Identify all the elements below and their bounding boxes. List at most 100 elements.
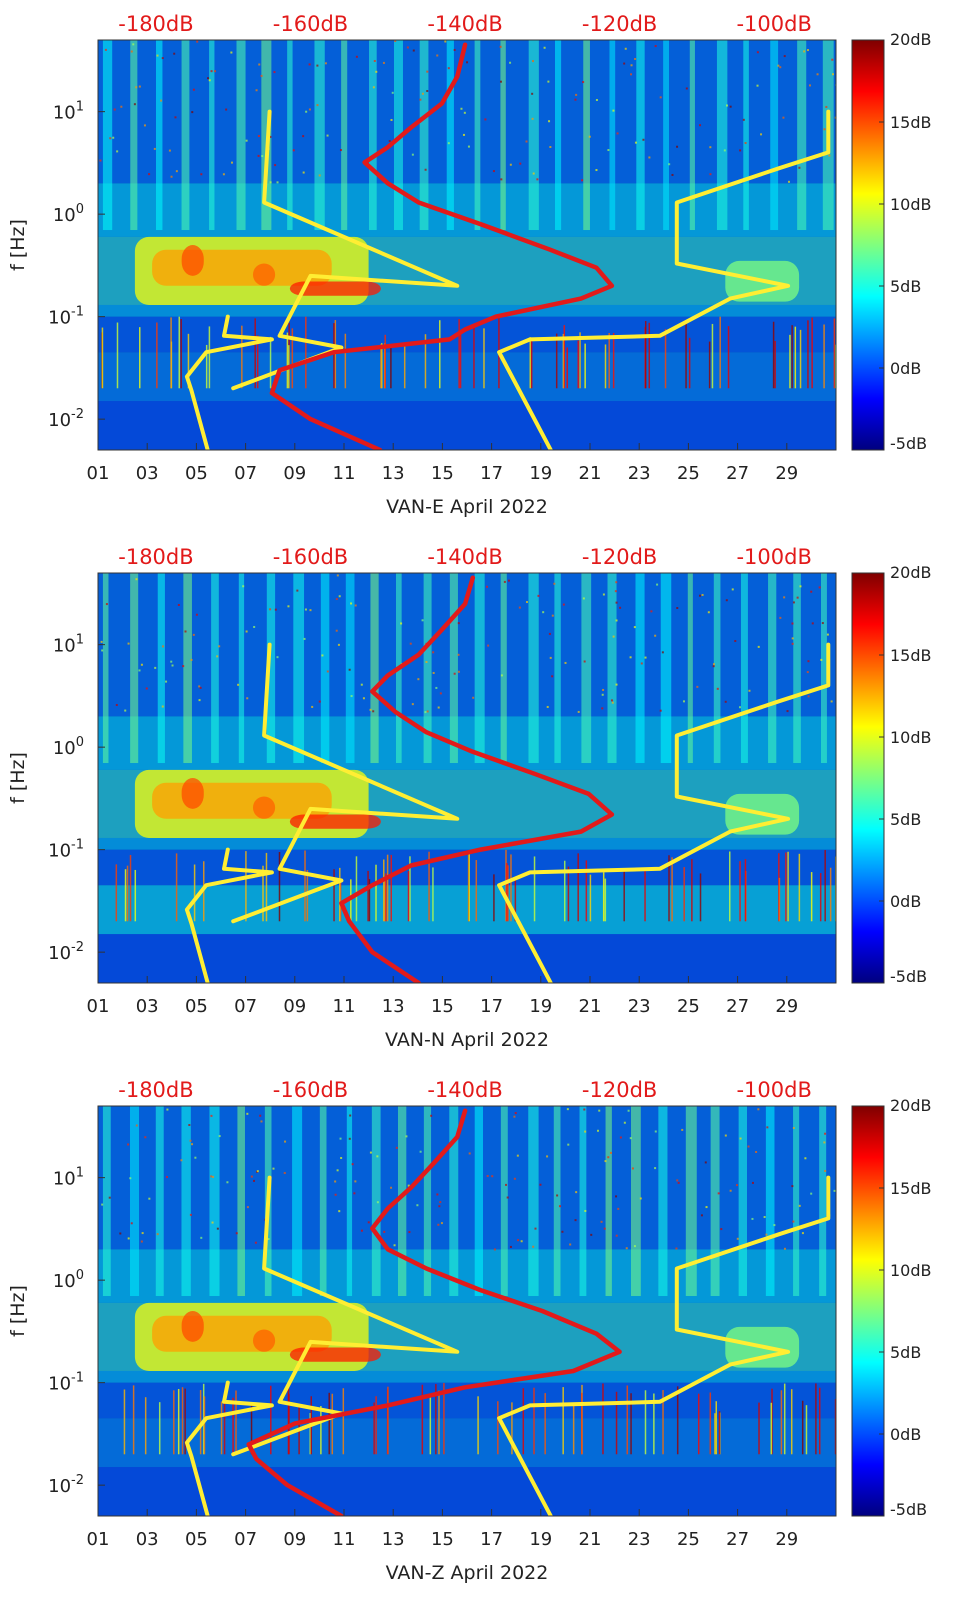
spectrogram-dot [273, 71, 276, 74]
spectrogram-dot [437, 1223, 440, 1226]
x-axis-title: VAN-N April 2022 [385, 1029, 549, 1051]
spectrogram-dot [382, 61, 385, 64]
spectrogram-spike [250, 1403, 253, 1455]
top-db-label: -120dB [582, 12, 657, 36]
spectrogram-spike [477, 1396, 479, 1455]
spectrogram-streak [345, 573, 355, 764]
spectrogram-dot [335, 629, 338, 632]
spectrogram-spike [385, 873, 387, 922]
spectrogram-dot [760, 133, 763, 136]
spectrogram-dot [180, 1159, 183, 1162]
spectrogram-dot [598, 1109, 601, 1112]
spectrogram-dot [412, 49, 415, 52]
spectrogram-dot [742, 118, 745, 121]
spectrogram-streak [319, 1106, 327, 1297]
spectrogram-spike [604, 344, 607, 389]
spectrogram-dot [509, 61, 512, 64]
x-tick-label: 17 [480, 463, 503, 484]
spectrogram-dot [634, 57, 637, 60]
spectrogram-blob [252, 796, 276, 819]
spectrogram-dot [245, 630, 248, 633]
spectrogram-dot [499, 45, 502, 48]
spectrogram-dot [318, 174, 321, 177]
spectrogram-dot [564, 661, 567, 664]
spectrogram-dot [777, 64, 780, 67]
spectrogram-spike [286, 332, 289, 389]
spectrogram-dot [226, 1181, 229, 1184]
spectrogram-dot [230, 161, 233, 164]
spectrogram-dot [525, 601, 528, 604]
spectrogram-dot [676, 1179, 679, 1182]
spectrogram-dot [806, 671, 809, 674]
spectrogram-streak [181, 40, 190, 231]
spectrogram-spike [685, 321, 687, 389]
spectrogram-dot [196, 40, 199, 43]
spectrogram-dot [355, 55, 358, 58]
spectrogram-spike [475, 860, 478, 922]
spectrogram-dot [816, 73, 819, 76]
spectrogram-dot [634, 141, 637, 144]
spectrogram-dot [129, 1177, 132, 1180]
spectrogram-dot [250, 1175, 253, 1178]
spectrogram-dot [633, 1245, 636, 1248]
spectrogram-streak [130, 40, 138, 231]
y-tick-label: 10-2 [48, 1473, 84, 1497]
spectrogram-dot [821, 622, 824, 625]
spectrogram-spike [320, 1406, 322, 1455]
spectrogram-dot [685, 87, 688, 90]
x-tick-label: 21 [579, 996, 602, 1017]
spectrogram-spike [506, 863, 508, 922]
spectrogram-spike [783, 1383, 786, 1455]
spectrogram-dot [630, 64, 633, 67]
spectrogram-dot [588, 135, 591, 138]
spectrogram-spike [265, 852, 268, 922]
spectrogram-streak [797, 40, 807, 231]
spectrogram-dot [602, 688, 605, 691]
spectrogram-dot [519, 162, 522, 165]
spectrogram-dot [577, 710, 580, 713]
spectrogram-streak [660, 573, 672, 764]
spectrogram-dot [302, 171, 305, 174]
y-tick-label: 101 [53, 100, 84, 124]
x-tick-label: 07 [234, 996, 257, 1017]
spectrogram-spike [815, 1383, 817, 1455]
spectrogram-dot [292, 149, 295, 152]
spectrogram-streak [500, 40, 506, 231]
spectrogram-dot [566, 1108, 569, 1111]
spectrogram-dot [486, 585, 489, 588]
spectrogram-dot [437, 706, 440, 709]
spectrogram-band [98, 885, 836, 935]
spectrogram-image [98, 573, 836, 983]
spectrogram-spike [386, 854, 389, 922]
noise-model-line [497, 109, 831, 450]
spectrogram-dot [174, 116, 177, 119]
spectrogram-dot [104, 48, 107, 51]
spectrogram-dot [127, 1143, 130, 1146]
spectrogram-dot [610, 699, 613, 702]
spectrogram-image [98, 1106, 836, 1516]
spectrogram-spike [644, 320, 647, 389]
spectrogram-streak [553, 1106, 561, 1297]
spectrogram-dot [101, 649, 104, 652]
spectrogram-spike [683, 867, 685, 922]
spectrogram-streak [716, 40, 728, 231]
spectrogram-dot [198, 699, 201, 702]
spectrogram-dot [457, 653, 460, 656]
spectrogram-streak [237, 1106, 245, 1297]
spectrogram-dot [335, 598, 338, 601]
spectrogram-panel-van-e: 01 03 05 07 09 11 13 15 17 19 21 23 25 27 29 101 100 10-1… [7, 12, 932, 518]
spectrogram-band [98, 849, 836, 886]
spectrogram-dot [551, 675, 554, 678]
spectrogram-dot [832, 73, 835, 76]
spectrogram-blob [289, 814, 381, 829]
spectrogram-dot [619, 606, 622, 609]
spectrogram-dot [200, 1236, 203, 1239]
spectrogram-spike [175, 853, 178, 922]
spectrogram-dot [650, 610, 653, 613]
spectrogram-dot [435, 686, 438, 689]
spectrogram-dot [820, 658, 823, 661]
spectrogram-dot [184, 630, 187, 633]
spectrogram-dot [543, 46, 546, 49]
spectrogram-spike [254, 318, 256, 389]
spectrogram-spike [170, 317, 172, 389]
